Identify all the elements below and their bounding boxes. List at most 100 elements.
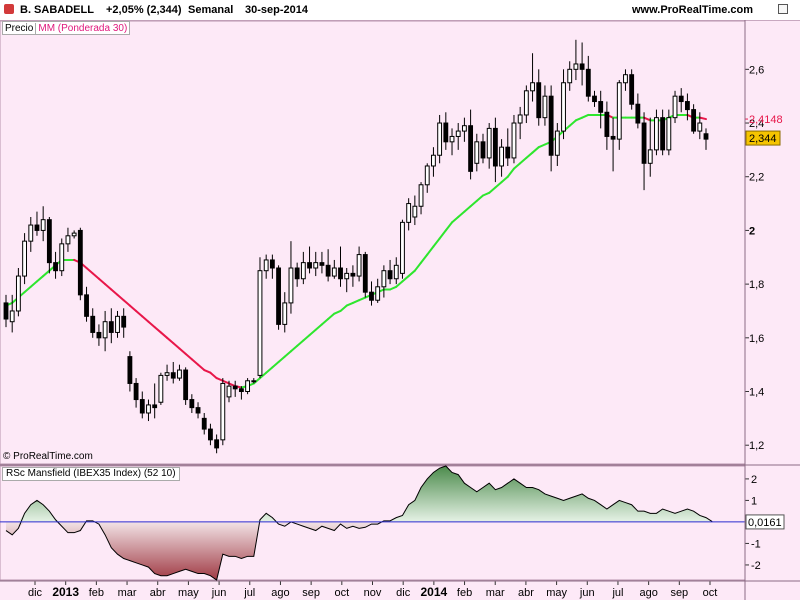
ma-line-segment <box>184 352 193 361</box>
candle-body <box>90 315 96 333</box>
candle-body <box>499 146 504 167</box>
candle-body <box>461 125 467 132</box>
x-tick-label: 2014 <box>421 585 448 599</box>
price-candle <box>71 230 77 239</box>
price-candle <box>276 265 281 330</box>
maximize-icon[interactable] <box>778 4 788 14</box>
price-candle <box>468 109 474 180</box>
price-candle <box>592 90 597 107</box>
price-y-tick-label: 2,2 <box>749 172 764 184</box>
ma-line-segment <box>85 267 94 275</box>
candle-body <box>567 68 573 84</box>
candle-body <box>412 205 418 218</box>
candle-body <box>189 399 195 409</box>
price-candle <box>220 378 226 446</box>
candle-body <box>505 146 511 159</box>
ma-line-segment <box>574 116 584 122</box>
price-candle <box>672 90 678 124</box>
candle-body <box>406 203 412 223</box>
x-tick-label: dic <box>28 587 43 599</box>
price-candle <box>9 294 15 333</box>
ma-line-segment <box>116 293 125 302</box>
candle-body <box>22 240 28 277</box>
price-candle <box>424 163 430 193</box>
x-tick-label: mar <box>118 587 137 599</box>
price-candle <box>573 39 579 81</box>
copyright-text: © ProRealTime.com <box>3 451 93 462</box>
ma-line-segment <box>221 379 231 385</box>
x-tick-label: ago <box>271 587 289 599</box>
price-candle <box>294 262 300 287</box>
candle-body <box>152 404 158 409</box>
candle-body <box>319 262 325 266</box>
ma-line-segment <box>339 304 348 312</box>
price-candle <box>288 241 294 314</box>
candle-body <box>102 321 108 339</box>
candle-body <box>691 109 697 132</box>
candle-body <box>400 221 405 274</box>
ma-line-segment <box>296 339 305 347</box>
candle-body <box>623 74 628 84</box>
menu-icon[interactable] <box>4 4 14 14</box>
ma-line-segment <box>42 269 51 278</box>
x-tick-label: ago <box>639 587 657 599</box>
ma-line-segment <box>147 320 156 329</box>
candle-body <box>9 310 15 323</box>
candle-body <box>238 388 244 393</box>
x-tick-label: may <box>546 587 567 599</box>
candle-body <box>375 286 381 301</box>
candle-body <box>592 95 597 103</box>
price-candle <box>629 69 635 110</box>
ma-line-segment <box>469 199 478 208</box>
candle-body <box>177 369 182 379</box>
ma-line-segment <box>29 280 38 288</box>
rsc-y-tick-label: -2 <box>751 560 761 572</box>
candle-body <box>28 224 34 242</box>
candle-body <box>703 133 709 140</box>
ma-line-segment <box>153 326 162 334</box>
price-candle <box>684 93 690 121</box>
ma-line-segment <box>698 116 707 121</box>
price-candle <box>127 351 133 392</box>
ma-line-segment <box>209 371 218 380</box>
candle-body <box>536 82 542 119</box>
ma-line-segment <box>537 143 546 149</box>
price-candle <box>505 128 511 166</box>
x-tick-label: jul <box>611 587 623 599</box>
x-tick-label: jun <box>211 587 227 599</box>
price-candle <box>616 80 622 150</box>
ma-line-segment <box>444 221 454 232</box>
candle-body <box>325 264 331 277</box>
candle-body <box>486 127 492 159</box>
candle-body <box>672 95 678 119</box>
price-candle <box>362 251 368 298</box>
price-candle <box>406 198 412 231</box>
candle-body <box>437 122 443 156</box>
ma-line-segment <box>320 318 330 326</box>
price-candle <box>561 69 566 140</box>
price-legend-label: Precio <box>5 22 34 34</box>
price-candle <box>121 308 127 338</box>
candle-body <box>195 407 201 414</box>
price-candle <box>34 211 40 236</box>
candle-body <box>573 63 579 70</box>
price-candle <box>523 85 529 124</box>
candle-body <box>257 270 263 376</box>
site-url[interactable]: www.ProRealTime.com <box>632 4 754 16</box>
candle-body <box>158 374 164 403</box>
ma-line-segment <box>308 328 317 337</box>
price-candle <box>654 109 659 156</box>
last-price-label: 2,344 <box>749 133 777 145</box>
candle-body <box>468 125 474 172</box>
x-tick-label: jul <box>243 587 255 599</box>
ma-line-segment <box>500 175 509 184</box>
chart-date: 30-sep-2014 <box>245 4 308 16</box>
price-candle <box>678 88 684 113</box>
candle-body <box>127 356 133 384</box>
price-candle <box>350 265 356 287</box>
ma-line-segment <box>97 277 107 286</box>
price-candle <box>208 423 213 446</box>
price-candle <box>449 128 455 156</box>
price-candle <box>40 206 46 242</box>
price-candle <box>331 259 337 279</box>
